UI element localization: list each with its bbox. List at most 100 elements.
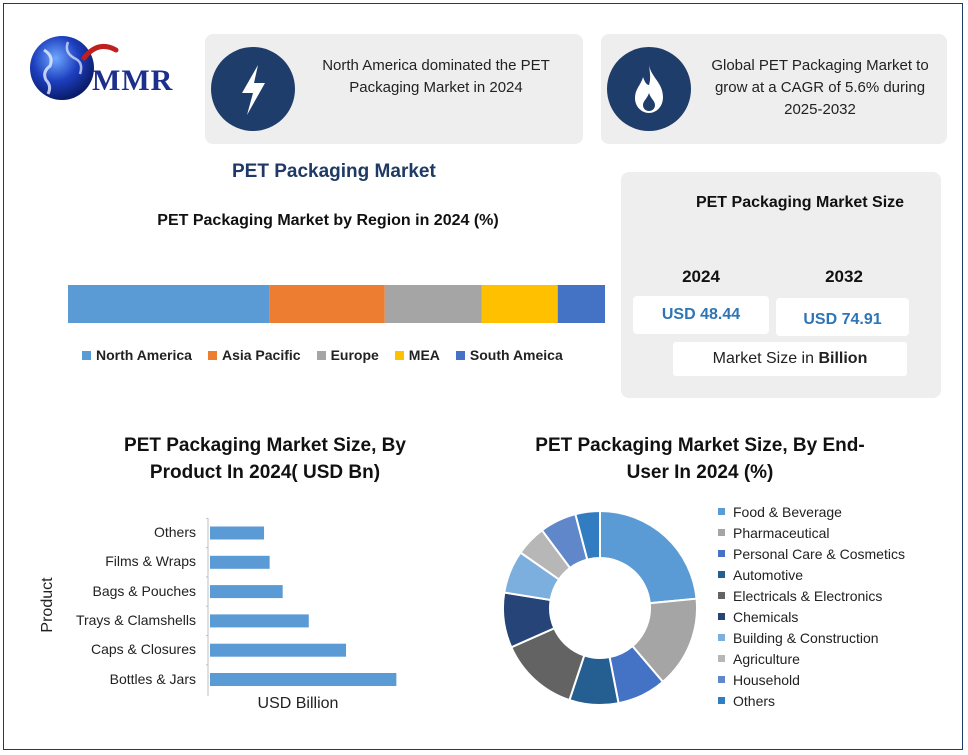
legend-label: Electricals & Electronics (733, 587, 883, 604)
region-stacked-bar-chart (68, 285, 605, 323)
enduser-legend-item-agriculture: Agriculture (718, 648, 948, 669)
lightning-icon (242, 65, 265, 115)
legend-swatch (718, 613, 725, 620)
enduser-chart-title: PET Packaging Market Size, By End- User … (500, 432, 900, 486)
market-size-value-2032: USD 74.91 (776, 298, 909, 336)
legend-label: Building & Construction (733, 629, 879, 646)
region-segment-asia-pacific (269, 285, 385, 323)
enduser-legend-item-pharmaceutical: Pharmaceutical (718, 522, 948, 543)
flame-icon-badge (607, 47, 691, 131)
legend-label: Automotive (733, 566, 804, 583)
product-label-trays-and-clamshells: Trays & Clamshells (75, 611, 196, 628)
enduser-chart-title-line2: User In 2024 (%) (626, 462, 774, 483)
region-legend-item-europe: Europe (316, 347, 379, 363)
enduser-legend-item-automotive: Automotive (718, 564, 948, 585)
donut-slice-food-and-beverage (599, 509, 698, 605)
enduser-legend-item-chemicals: Chemicals (718, 606, 948, 627)
enduser-donut-chart (502, 509, 698, 706)
region-segment-north-america (68, 285, 270, 323)
product-chart-title-line2: Product In 2024( USD Bn) (149, 462, 381, 483)
legend-label: Europe (330, 347, 379, 363)
product-bar-caps-and-closures (210, 643, 347, 657)
region-legend-item-mea: MEA (394, 347, 440, 363)
legend-swatch (718, 550, 725, 557)
legend-swatch (82, 350, 91, 360)
region-legend-item-north-america: North America (82, 347, 192, 363)
info-card-cagr: Global PET Packaging Market to grow at a… (601, 34, 947, 144)
lightning-icon-badge (211, 47, 295, 131)
info-card-text: North America dominated the PET Packagin… (322, 57, 550, 96)
legend-label: South Ameica (469, 347, 563, 363)
product-label-films-and-wraps: Films & Wraps (105, 553, 196, 570)
legend-label: North America (96, 347, 192, 363)
legend-label: Asia Pacific (221, 347, 301, 363)
product-label-caps-and-closures: Caps & Closures (90, 641, 196, 658)
info-card-text: Global PET Packaging Market to grow at a… (711, 57, 929, 118)
product-bar-bags-and-pouches (210, 585, 283, 599)
product-bar-bottles-and-jars (210, 673, 397, 686)
product-chart-title-line1: PET Packaging Market Size, By (124, 435, 406, 456)
legend-label: Chemicals (733, 608, 799, 625)
legend-label: Others (733, 692, 776, 709)
legend-swatch (718, 697, 725, 704)
market-size-year-2032: 2032 (825, 267, 863, 286)
product-bar-trays-and-clamshells (210, 614, 309, 628)
legend-label: Personal Care & Cosmetics (733, 545, 905, 562)
enduser-legend-item-others: Others (718, 690, 948, 711)
product-bar-films-and-wraps (210, 555, 270, 569)
enduser-legend-item-building-and-construction: Building & Construction (718, 627, 948, 648)
product-label-others: Others (153, 524, 196, 540)
region-chart-title: PET Packaging Market by Region in 2024 (… (157, 212, 499, 229)
enduser-chart-title-line1: PET Packaging Market Size, By End- (535, 435, 865, 456)
legend-swatch (394, 350, 404, 360)
market-size-unit-prefix: Market Size in (712, 350, 819, 367)
legend-label: MEA (408, 347, 440, 363)
enduser-legend-item-electricals-and-electronics: Electricals & Electronics (718, 585, 948, 606)
enduser-legend-item-food-and-beverage: Food & Beverage (718, 501, 948, 522)
legend-label: Agriculture (733, 650, 800, 667)
enduser-legend-item-personal-care-and-cosmetics: Personal Care & Cosmetics (718, 543, 948, 564)
market-size-title: PET Packaging Market Size (695, 194, 905, 211)
product-x-axis-label: USD Billion (257, 695, 339, 712)
legend-label: Household (733, 671, 800, 688)
legend-swatch (718, 655, 725, 662)
page-frame (3, 3, 963, 750)
product-label-bottles-and-jars: Bottles & Jars (109, 670, 196, 687)
logo-text: MMR (92, 64, 174, 97)
market-size-unit-note: Market Size in Billion (673, 342, 907, 376)
region-segment-europe (384, 285, 482, 323)
logo: MMR (14, 28, 194, 108)
donut-slice-others (574, 509, 601, 561)
market-size-value-2024: USD 48.44 (633, 296, 769, 334)
legend-label: Pharmaceutical (733, 524, 830, 541)
legend-swatch (718, 529, 725, 536)
region-legend-item-south-ameica: South Ameica (455, 347, 563, 363)
product-chart-title: PET Packaging Market Size, By Product In… (60, 432, 470, 486)
legend-swatch (718, 571, 725, 578)
region-segment-mea (481, 285, 558, 323)
region-segment-south-ameica (557, 285, 605, 323)
info-card-north-america: North America dominated the PET Packagin… (205, 34, 583, 144)
legend-swatch (207, 350, 217, 360)
product-label-bags-and-pouches: Bags & Pouches (92, 582, 196, 599)
legend-label: Food & Beverage (733, 503, 842, 520)
region-legend-item-asia-pacific: Asia Pacific (207, 347, 301, 363)
legend-swatch (316, 350, 326, 360)
enduser-legend-item-household: Household (718, 669, 948, 690)
legend-swatch (455, 350, 465, 360)
enduser-legend: Food & Beverage Pharmaceutical Personal Ca… (718, 501, 948, 711)
globe-logo-icon (30, 36, 119, 100)
region-legend: North America Asia Pacific Europe MEA South … (82, 347, 602, 363)
flame-icon (635, 65, 663, 113)
legend-swatch (718, 592, 725, 599)
market-size-card: PET Packaging Market Size 2024 2032 USD … (621, 172, 941, 398)
market-size-unit-bold: Billion (818, 350, 868, 367)
legend-swatch (718, 508, 725, 515)
product-category-labels: Others Films & Wraps Bags & Pouches Trays &… (40, 518, 196, 698)
page-title: PET Packaging Market (232, 161, 436, 182)
legend-swatch (718, 676, 725, 683)
product-bar-others (210, 526, 265, 540)
product-bar-chart (206, 518, 397, 696)
legend-swatch (718, 634, 725, 641)
market-size-year-2024: 2024 (682, 267, 720, 286)
